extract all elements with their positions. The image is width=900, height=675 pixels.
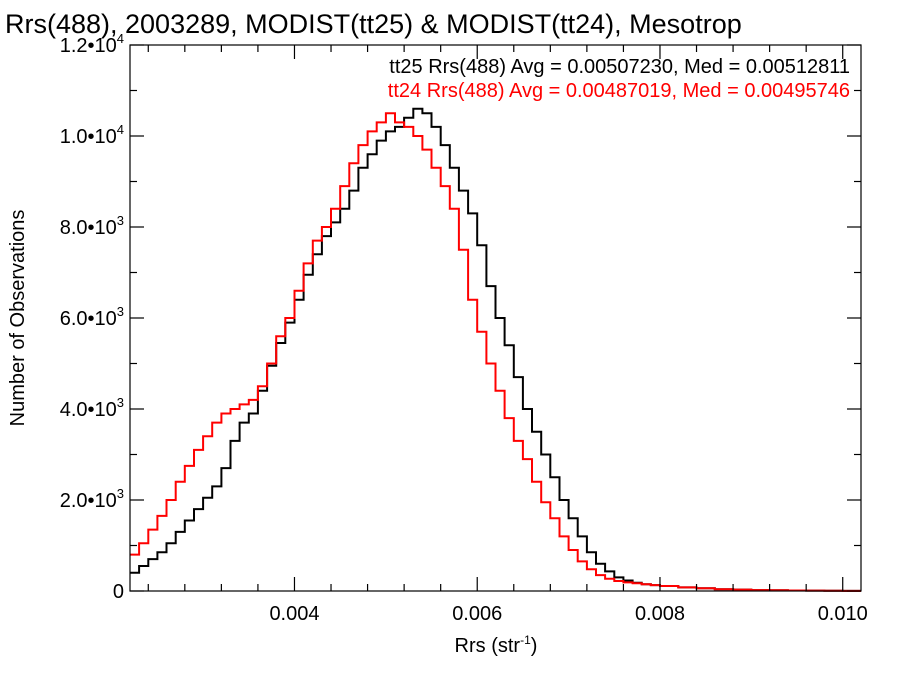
legend-annotation-tt25: tt25 Rrs(488) Avg = 0.00507230, Med = 0.… (389, 56, 850, 78)
series-line-0 (130, 107, 861, 592)
ticks-layer: 0.004 0.006 0.008 0.010 0 2.0•103 4.0•103 6.0•1… (60, 31, 868, 625)
y-tick-label: 1.2•104 (60, 31, 124, 57)
x-axis-label-suffix: ) (531, 635, 538, 657)
x-axis-label-main: Rrs (str (455, 635, 521, 657)
x-tick-label: 0.006 (452, 603, 502, 625)
y-tick-label: 1.0•104 (60, 122, 124, 148)
y-tick-label: 2.0•103 (60, 486, 124, 512)
y-tick-label: 4.0•103 (60, 395, 124, 421)
x-tick-label: 0.008 (635, 603, 685, 625)
series-layer (130, 107, 861, 592)
y-axis-label: Number of Observations (7, 210, 29, 427)
chart-title: Rrs(488), 2003289, MODIST(tt25) & MODIST… (5, 9, 742, 39)
y-tick-label: 6.0•103 (60, 304, 124, 330)
x-axis-label-exponent: -1 (520, 633, 531, 647)
x-tick-label: 0.004 (269, 603, 319, 625)
series-line-1 (130, 112, 861, 592)
y-tick-label: 8.0•103 (60, 213, 124, 239)
y-tick-label: 0 (113, 581, 124, 603)
x-axis-label: Rrs (str-1) (455, 633, 538, 657)
legend-annotation-tt24: tt24 Rrs(488) Avg = 0.00487019, Med = 0.… (388, 80, 850, 102)
x-tick-label: 0.010 (818, 603, 868, 625)
